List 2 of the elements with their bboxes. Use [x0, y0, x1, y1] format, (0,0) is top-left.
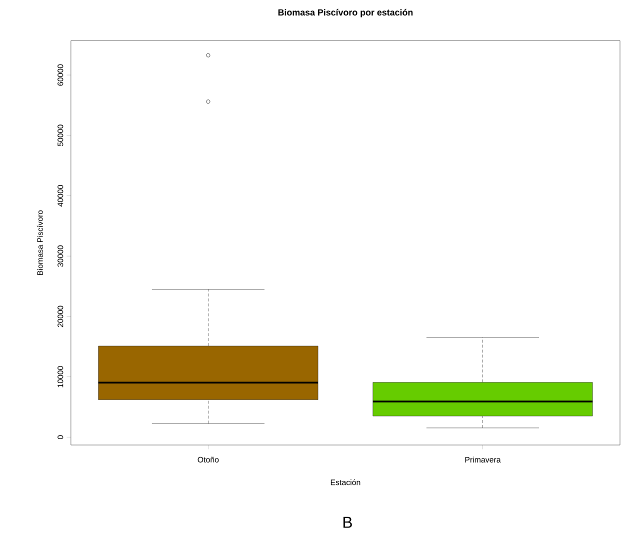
text: B — [343, 516, 352, 528]
chart-title: Biomasa Piscívoro por estación — [278, 8, 413, 18]
